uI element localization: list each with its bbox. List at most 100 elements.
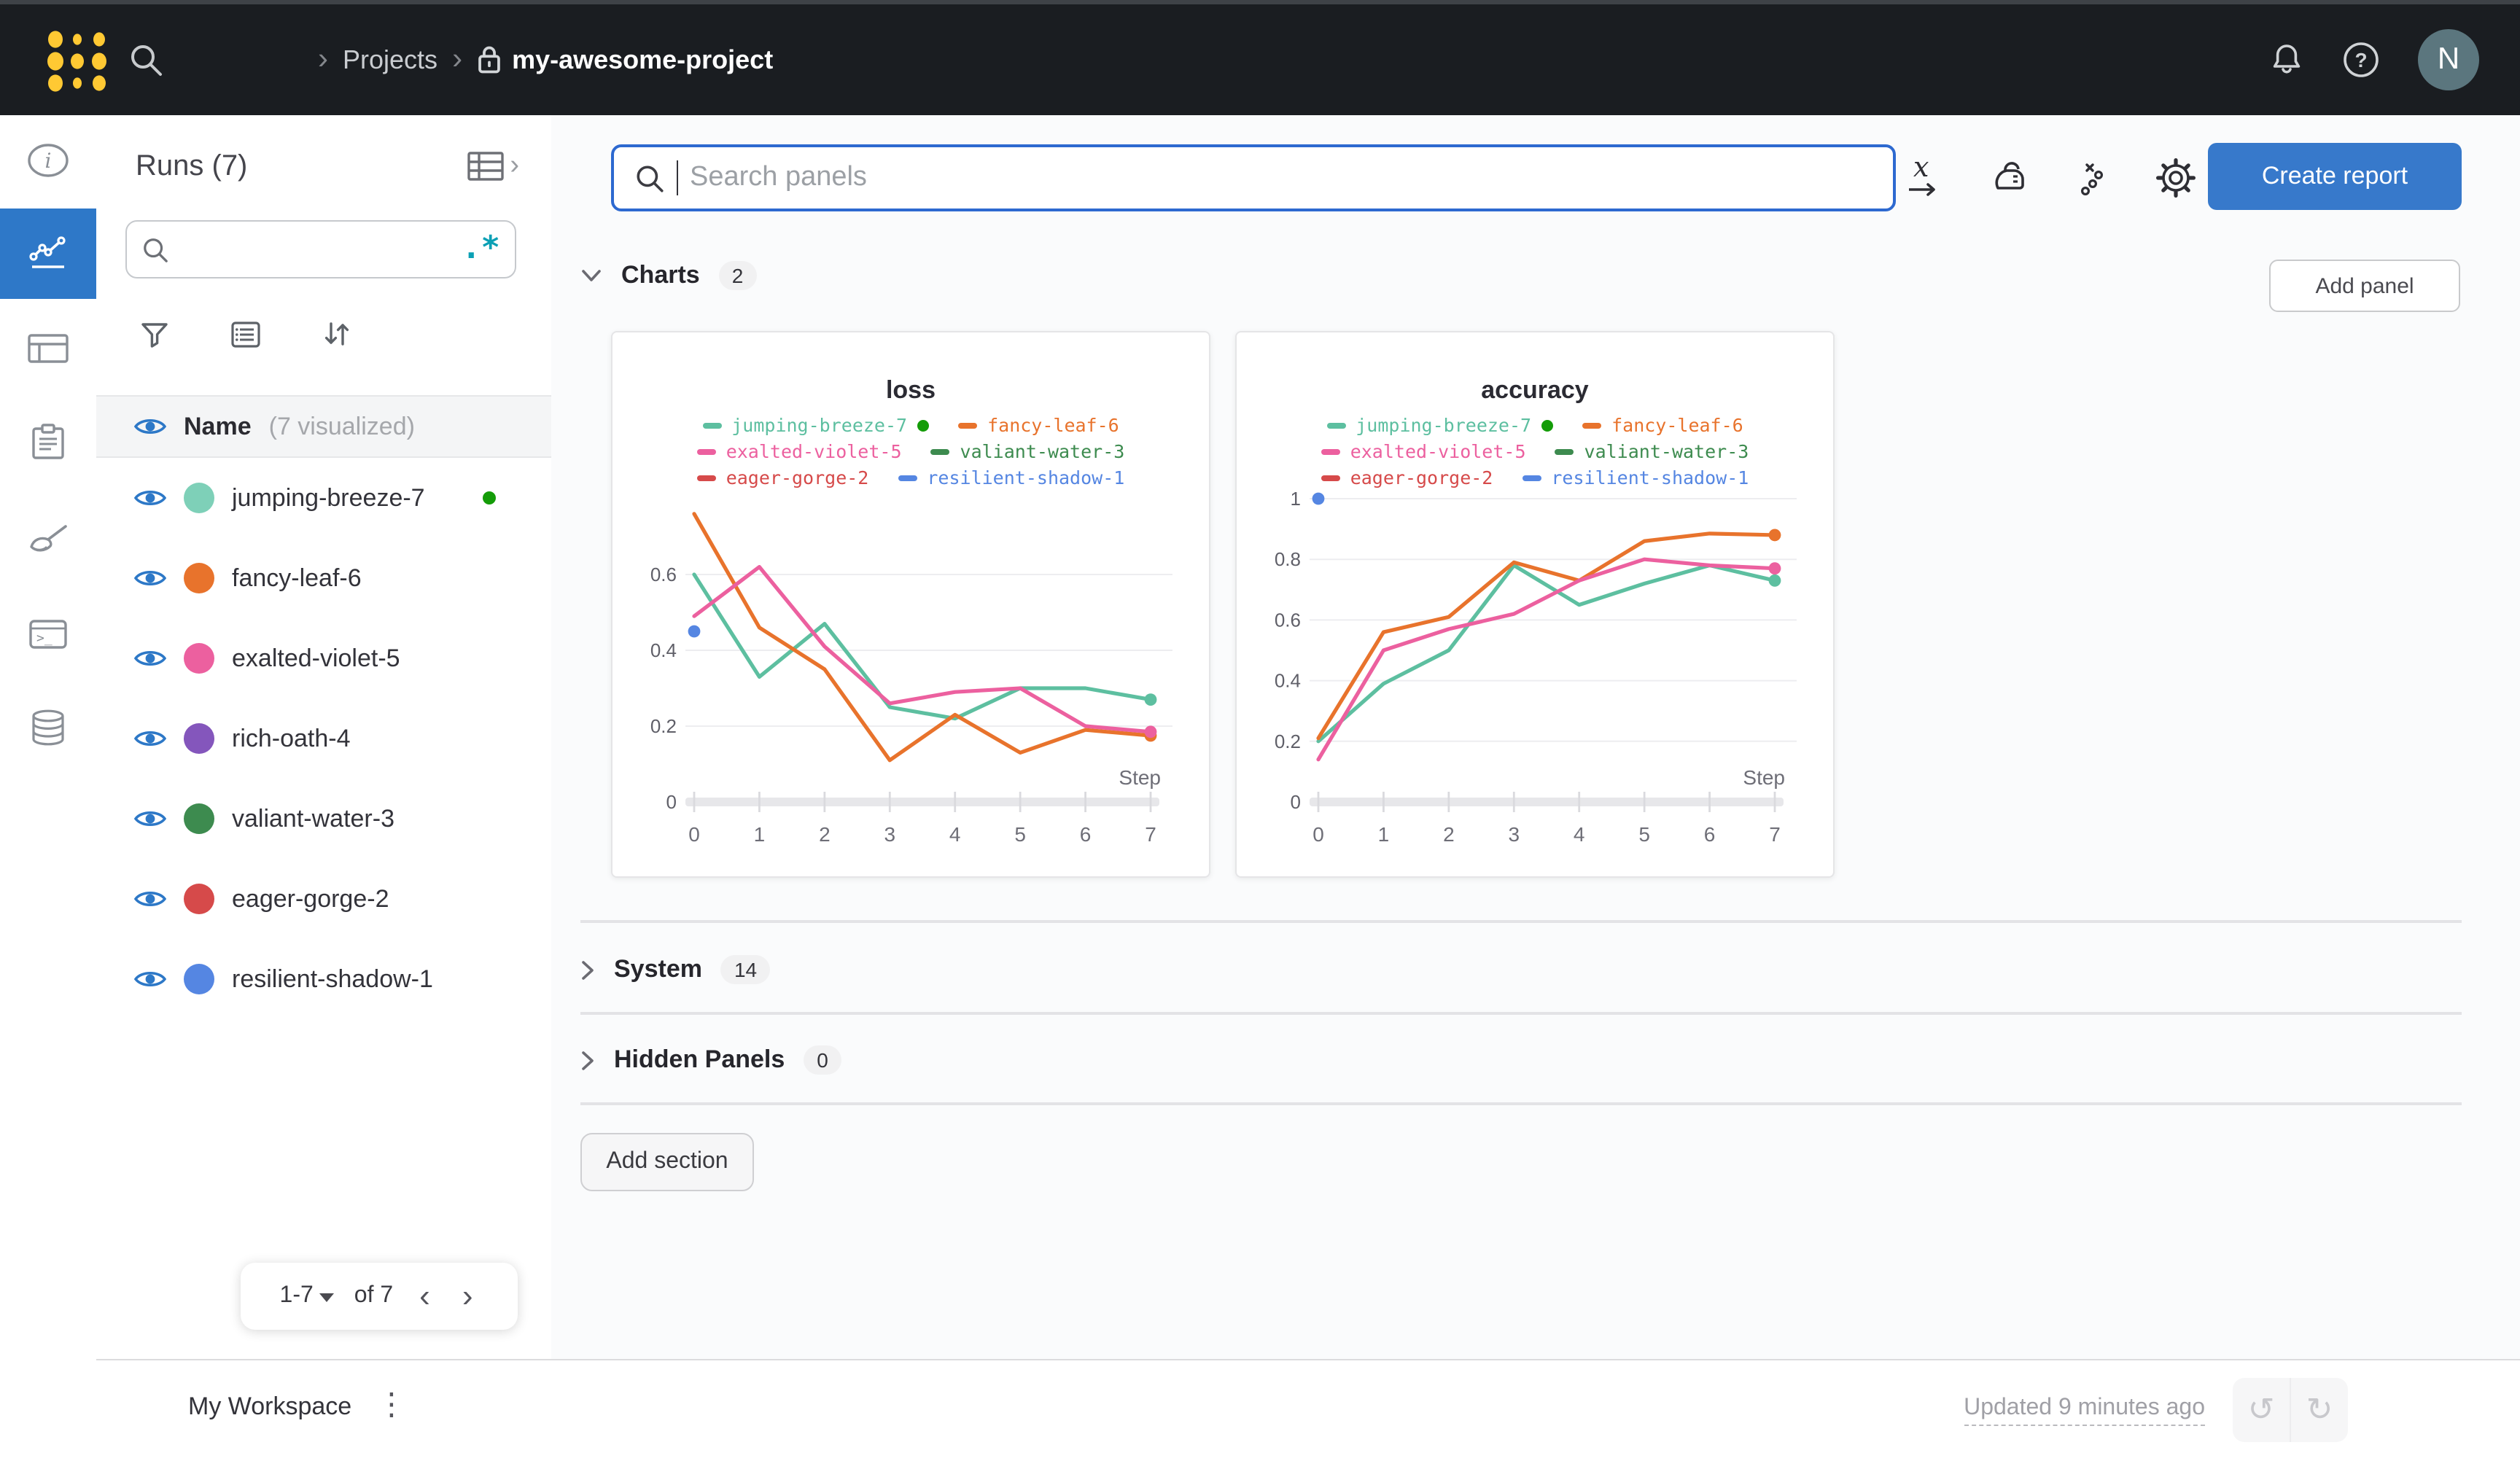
breadcrumb-project-link[interactable]: my-awesome-project xyxy=(477,44,773,75)
run-row[interactable]: jumping-breeze-7 xyxy=(96,458,551,538)
caret-down-icon xyxy=(319,1293,334,1302)
visibility-toggle-eye-icon[interactable] xyxy=(134,808,166,830)
legend-entry[interactable]: exalted-violet-5 xyxy=(1321,440,1526,462)
system-section-header[interactable]: System 14 xyxy=(580,943,771,996)
create-report-button[interactable]: Create report xyxy=(2208,143,2462,210)
group-runs-icon[interactable] xyxy=(230,320,261,348)
run-row[interactable]: eager-gorge-2 xyxy=(96,859,551,939)
runs-search-box[interactable]: .* xyxy=(125,220,516,278)
legend-run-name: eager-gorge-2 xyxy=(1350,467,1493,488)
help-icon[interactable]: ? xyxy=(2342,41,2380,79)
rail-logs-terminal-icon[interactable]: >_ xyxy=(0,596,96,672)
workspace-settings-gear-icon[interactable] xyxy=(2155,157,2196,198)
rail-overview-icon[interactable]: i xyxy=(0,122,96,198)
legend-entry[interactable]: resilient-shadow-1 xyxy=(898,467,1124,488)
outliers-scatter-icon[interactable] xyxy=(2074,157,2112,198)
rail-jobs-icon[interactable] xyxy=(0,404,96,480)
legend-color-dash xyxy=(1522,475,1541,480)
chart-panel-loss[interactable]: 0 0.2 0.4 0.6 0 1 2 3 4 5 6 7 Step loss jumping-bree… xyxy=(611,331,1210,878)
rail-runs-table-icon[interactable] xyxy=(0,311,96,386)
run-name[interactable]: valiant-water-3 xyxy=(232,804,394,832)
legend-running-dot xyxy=(1541,419,1554,431)
legend-entry[interactable]: eager-gorge-2 xyxy=(696,467,869,488)
run-name[interactable]: eager-gorge-2 xyxy=(232,884,389,912)
legend-entry[interactable]: valiant-water-3 xyxy=(1555,440,1749,462)
smoothing-iron-icon[interactable] xyxy=(1989,157,2030,198)
run-row[interactable]: rich-oath-4 xyxy=(96,698,551,779)
visibility-toggle-eye-icon[interactable] xyxy=(134,567,166,589)
user-avatar[interactable]: N xyxy=(2418,29,2479,90)
legend-entry[interactable]: fancy-leaf-6 xyxy=(958,414,1119,436)
run-row[interactable]: valiant-water-3 xyxy=(96,779,551,859)
add-section-button[interactable]: Add section xyxy=(580,1133,754,1191)
system-section-label: System xyxy=(614,955,702,983)
runs-name-header[interactable]: Name (7 visualized) xyxy=(96,395,551,458)
svg-text:?: ? xyxy=(2354,49,2367,71)
workspace-name-label[interactable]: My Workspace xyxy=(188,1392,352,1420)
run-name[interactable]: jumping-breeze-7 xyxy=(232,483,425,511)
visibility-toggle-eye-icon[interactable] xyxy=(134,968,166,990)
undo-button[interactable]: ↺ xyxy=(2233,1378,2291,1442)
run-name[interactable]: rich-oath-4 xyxy=(232,724,351,752)
legend-entry[interactable]: eager-gorge-2 xyxy=(1321,467,1493,488)
page-range-dropdown[interactable]: 1-7 xyxy=(280,1283,334,1309)
workspace-menu-kebab-icon[interactable]: ⋮ xyxy=(376,1388,407,1422)
visualized-count-label: (7 visualized) xyxy=(268,412,415,440)
hidden-panels-section-header[interactable]: Hidden Panels 0 xyxy=(580,1034,841,1086)
legend-entry[interactable]: jumping-breeze-7 xyxy=(702,414,930,436)
run-row[interactable]: exalted-violet-5 xyxy=(96,618,551,698)
svg-text:0.4: 0.4 xyxy=(1275,670,1301,692)
notifications-bell-icon[interactable] xyxy=(2269,41,2304,79)
runs-search-input[interactable] xyxy=(169,235,462,263)
search-panels-box[interactable]: Search panels xyxy=(611,144,1896,211)
svg-text:Step: Step xyxy=(1743,766,1785,789)
x-axis-settings-icon[interactable]: x xyxy=(1908,152,1945,200)
run-name[interactable]: exalted-violet-5 xyxy=(232,644,400,671)
svg-text:0.4: 0.4 xyxy=(650,639,677,661)
visibility-toggle-eye-icon[interactable] xyxy=(134,728,166,749)
loss-plot: 0 0.2 0.4 0.6 0 1 2 3 4 5 6 7 Step xyxy=(650,512,1172,846)
visibility-toggle-eye-icon[interactable] xyxy=(134,487,166,509)
wandb-logo-icon[interactable] xyxy=(44,28,111,95)
rail-workspace-charts-icon[interactable] xyxy=(0,209,96,299)
run-name[interactable]: fancy-leaf-6 xyxy=(232,564,362,591)
legend-run-name: eager-gorge-2 xyxy=(726,467,869,488)
sort-runs-icon[interactable] xyxy=(322,319,351,348)
workspace-footer: My Workspace ⋮ Updated 9 minutes ago ↺ ↻ xyxy=(96,1359,2520,1461)
svg-text:>_: >_ xyxy=(36,631,52,646)
legend-entry[interactable]: resilient-shadow-1 xyxy=(1522,467,1749,488)
regex-toggle-icon[interactable]: .* xyxy=(462,230,500,267)
search-panels-placeholder: Search panels xyxy=(690,162,867,192)
filter-runs-icon[interactable] xyxy=(140,320,169,348)
open-runs-table-button[interactable]: › xyxy=(466,150,519,182)
svg-text:2: 2 xyxy=(1443,823,1455,846)
svg-text:4: 4 xyxy=(949,823,961,846)
legend-run-name: jumping-breeze-7 xyxy=(731,414,908,436)
run-row[interactable]: fancy-leaf-6 xyxy=(96,538,551,618)
run-color-dot xyxy=(184,964,214,994)
next-page-button[interactable]: › xyxy=(462,1277,473,1314)
prev-page-button[interactable]: ‹ xyxy=(419,1277,430,1314)
legend-run-name: valiant-water-3 xyxy=(1584,440,1749,462)
breadcrumb-projects-link[interactable]: Projects xyxy=(343,44,438,74)
rail-artifacts-database-icon[interactable] xyxy=(0,690,96,765)
add-panel-button[interactable]: Add panel xyxy=(2269,260,2460,312)
runs-pagination: 1-7 of 7 ‹ › xyxy=(241,1263,518,1330)
redo-button[interactable]: ↻ xyxy=(2306,1391,2333,1427)
global-search-icon[interactable] xyxy=(128,42,166,80)
legend-entry[interactable]: fancy-leaf-6 xyxy=(1582,414,1743,436)
visibility-toggle-eye-icon[interactable] xyxy=(134,888,166,910)
run-row[interactable]: resilient-shadow-1 xyxy=(96,939,551,1019)
visibility-all-eye-icon[interactable] xyxy=(134,416,166,437)
legend-entry[interactable]: valiant-water-3 xyxy=(930,440,1124,462)
charts-section-label: Charts xyxy=(621,261,700,289)
page-total-label: of 7 xyxy=(354,1283,394,1308)
expand-chevron-icon: › xyxy=(510,150,519,181)
charts-section-header[interactable]: Charts 2 xyxy=(580,249,757,302)
run-name[interactable]: resilient-shadow-1 xyxy=(232,965,433,992)
rail-sweeps-broom-icon[interactable] xyxy=(0,503,96,579)
chart-panel-accuracy[interactable]: 0 0.2 0.4 0.6 0.8 1 0 1 2 3 4 5 6 7 Step accuracy jump… xyxy=(1235,331,1835,878)
legend-entry[interactable]: jumping-breeze-7 xyxy=(1326,414,1554,436)
legend-entry[interactable]: exalted-violet-5 xyxy=(696,440,902,462)
visibility-toggle-eye-icon[interactable] xyxy=(134,647,166,669)
